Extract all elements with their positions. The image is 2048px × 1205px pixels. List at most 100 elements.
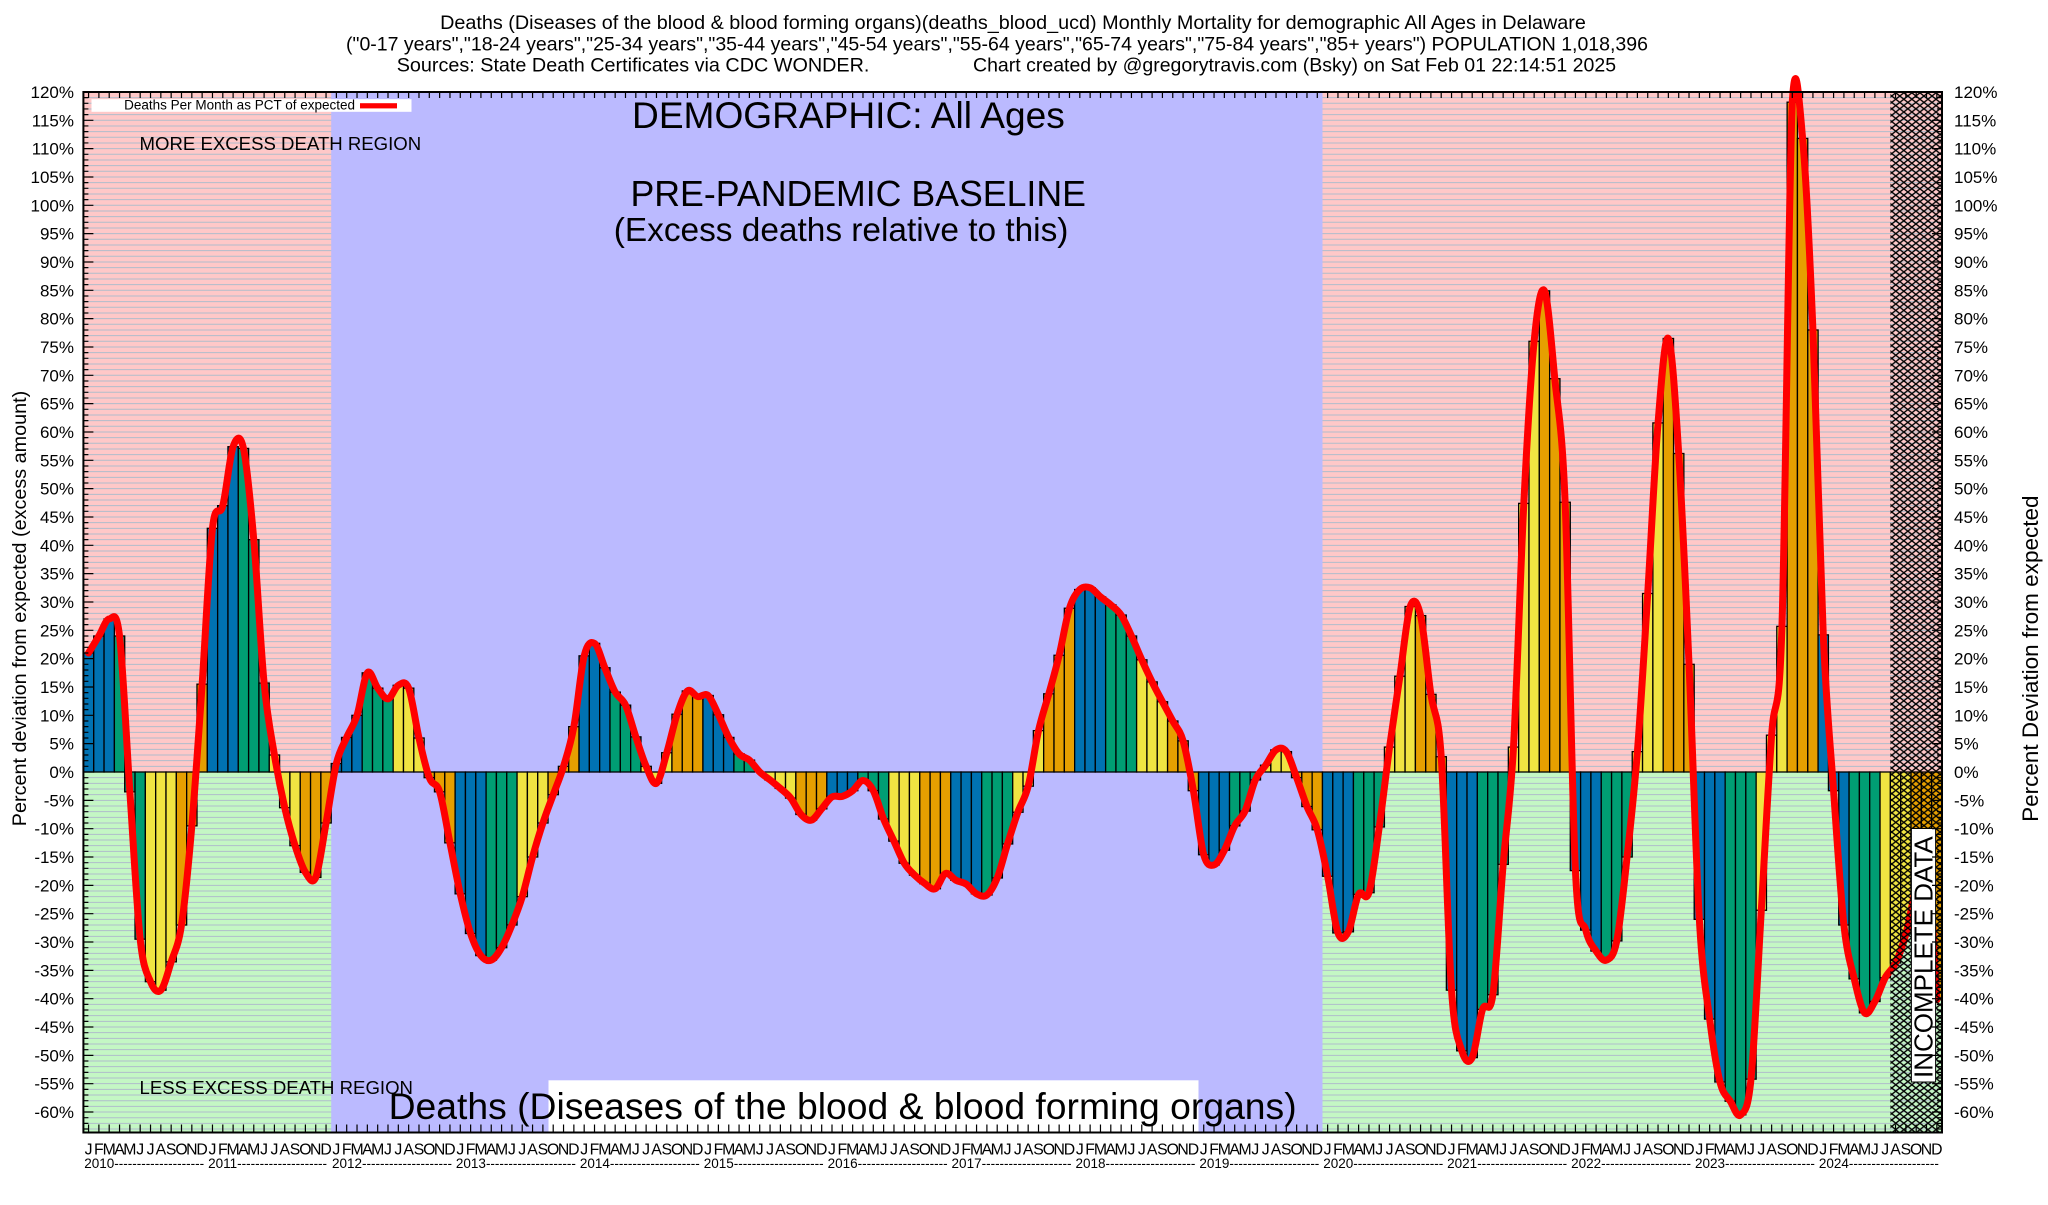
svg-text:A: A [114, 1141, 125, 1158]
svg-text:60%: 60% [40, 423, 74, 442]
svg-text:O: O [1414, 1141, 1426, 1158]
svg-text:40%: 40% [1954, 536, 1988, 555]
svg-text:J: J [890, 1141, 898, 1158]
svg-text:N: N [558, 1141, 569, 1158]
svg-text:-20%: -20% [1954, 876, 1994, 895]
svg-text:75%: 75% [40, 338, 74, 357]
svg-text:2020--------------------: 2020-------------------- [1323, 1156, 1443, 1171]
svg-text:M: M [1218, 1141, 1231, 1158]
svg-text:100%: 100% [1954, 196, 1997, 215]
svg-text:J: J [136, 1141, 144, 1158]
svg-text:M: M [619, 1141, 632, 1158]
svg-text:65%: 65% [1954, 395, 1988, 414]
svg-text:-5%: -5% [1954, 791, 1984, 810]
svg-text:O: O [1786, 1141, 1798, 1158]
svg-text:M: M [970, 1141, 983, 1158]
svg-text:A: A [527, 1141, 538, 1158]
svg-text:N: N [310, 1141, 321, 1158]
svg-text:S: S [1405, 1141, 1416, 1158]
svg-text:-60%: -60% [1954, 1103, 1994, 1122]
svg-text:S: S [909, 1141, 920, 1158]
svg-text:J: J [880, 1141, 888, 1158]
svg-text:Percent deviation from expecte: Percent deviation from expected (excess … [9, 391, 31, 826]
svg-text:J: J [1138, 1141, 1146, 1158]
svg-text:2019--------------------: 2019-------------------- [1199, 1156, 1319, 1171]
svg-text:J: J [580, 1141, 588, 1158]
svg-text:D: D [444, 1141, 455, 1158]
svg-text:-35%: -35% [1954, 961, 1994, 980]
svg-text:15%: 15% [40, 678, 74, 697]
svg-text:J: J [147, 1141, 155, 1158]
svg-text:J: J [766, 1141, 774, 1158]
svg-text:70%: 70% [40, 366, 74, 385]
svg-text:O: O [175, 1141, 187, 1158]
svg-text:M: M [598, 1141, 611, 1158]
svg-text:2013--------------------: 2013-------------------- [456, 1156, 576, 1171]
svg-text:M: M [991, 1141, 1004, 1158]
svg-text:90%: 90% [1954, 253, 1988, 272]
svg-text:2022--------------------: 2022-------------------- [1571, 1156, 1691, 1171]
svg-text:("0-17 years","18-24 years","2: ("0-17 years","18-24 years","25-34 years… [346, 34, 1648, 56]
svg-text:D: D [1683, 1141, 1694, 1158]
svg-text:120%: 120% [1954, 83, 1997, 102]
svg-text:-60%: -60% [34, 1103, 74, 1122]
svg-text:10%: 10% [1954, 706, 1988, 725]
svg-text:F: F [1705, 1141, 1715, 1158]
svg-text:2010--------------------: 2010-------------------- [84, 1156, 204, 1171]
svg-text:120%: 120% [31, 83, 74, 102]
svg-text:30%: 30% [1954, 593, 1988, 612]
svg-text:D: D [1559, 1141, 1570, 1158]
svg-text:J: J [209, 1141, 217, 1158]
svg-text:F: F [1829, 1141, 1839, 1158]
svg-text:DEMOGRAPHIC: All Ages: DEMOGRAPHIC: All Ages [632, 94, 1065, 136]
svg-text:45%: 45% [1954, 508, 1988, 527]
svg-text:M: M [227, 1141, 240, 1158]
svg-text:-45%: -45% [34, 1018, 74, 1037]
svg-text:-45%: -45% [1954, 1018, 1994, 1037]
svg-text:A: A [858, 1141, 869, 1158]
svg-text:M: M [1713, 1141, 1726, 1158]
svg-text:M: M [1734, 1141, 1747, 1158]
svg-text:M: M [103, 1141, 116, 1158]
svg-text:O: O [1662, 1141, 1674, 1158]
svg-text:-15%: -15% [1954, 848, 1994, 867]
svg-text:M: M [350, 1141, 363, 1158]
svg-text:J: J [1881, 1141, 1889, 1158]
svg-text:2011--------------------: 2011-------------------- [208, 1156, 327, 1171]
svg-text:S: S [414, 1141, 425, 1158]
svg-text:J: J [1510, 1141, 1518, 1158]
svg-text:Chart created by @gregorytravi: Chart created by @gregorytravis.com (Bsk… [973, 55, 1616, 77]
svg-text:115%: 115% [1954, 111, 1996, 130]
svg-text:M: M [123, 1141, 136, 1158]
svg-text:F: F [94, 1141, 104, 1158]
svg-text:S: S [1777, 1141, 1788, 1158]
svg-text:D: D [1312, 1141, 1323, 1158]
svg-text:J: J [384, 1141, 392, 1158]
svg-text:A: A [279, 1141, 290, 1158]
svg-text:O: O [299, 1141, 311, 1158]
svg-text:J: J [828, 1141, 836, 1158]
svg-text:D: D [692, 1141, 703, 1158]
svg-text:40%: 40% [40, 536, 74, 555]
svg-text:M: M [474, 1141, 487, 1158]
svg-text:J: J [332, 1141, 340, 1158]
svg-text:2023--------------------: 2023-------------------- [1695, 1156, 1815, 1171]
svg-text:O: O [1043, 1141, 1055, 1158]
svg-text:J: J [1324, 1141, 1332, 1158]
svg-text:J: J [756, 1141, 764, 1158]
svg-text:F: F [961, 1141, 971, 1158]
svg-text:90%: 90% [40, 253, 74, 272]
svg-text:O: O [795, 1141, 807, 1158]
svg-text:J: J [1571, 1141, 1579, 1158]
svg-text:F: F [218, 1141, 228, 1158]
svg-text:-15%: -15% [34, 848, 74, 867]
svg-text:J: J [1871, 1141, 1879, 1158]
svg-text:S: S [166, 1141, 177, 1158]
svg-text:F: F [342, 1141, 352, 1158]
svg-text:M: M [1486, 1141, 1499, 1158]
svg-text:J: J [1004, 1141, 1012, 1158]
svg-text:J: J [1747, 1141, 1755, 1158]
svg-text:-50%: -50% [1954, 1046, 1994, 1065]
svg-text:10%: 10% [40, 706, 74, 725]
svg-text:-5%: -5% [44, 791, 74, 810]
